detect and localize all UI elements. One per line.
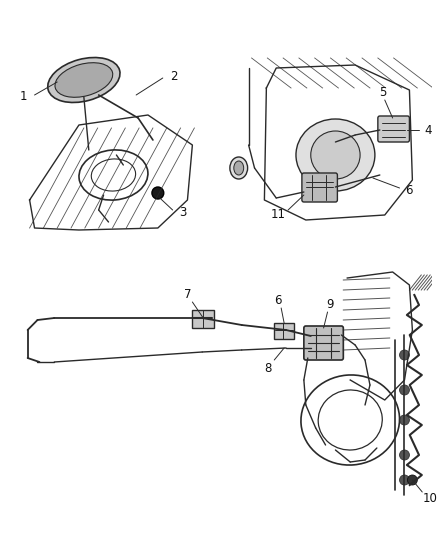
Circle shape	[152, 187, 164, 199]
Ellipse shape	[234, 161, 244, 175]
Circle shape	[399, 350, 410, 360]
Ellipse shape	[48, 58, 120, 102]
Ellipse shape	[311, 131, 360, 179]
Text: 7: 7	[184, 288, 191, 302]
Circle shape	[399, 415, 410, 425]
Text: 5: 5	[379, 85, 386, 99]
Ellipse shape	[55, 63, 113, 98]
FancyBboxPatch shape	[192, 310, 214, 328]
Ellipse shape	[296, 119, 375, 191]
Text: 3: 3	[179, 206, 186, 220]
FancyBboxPatch shape	[378, 116, 410, 142]
Text: 6: 6	[405, 183, 412, 197]
Circle shape	[399, 385, 410, 395]
Text: 9: 9	[326, 298, 333, 311]
FancyBboxPatch shape	[302, 173, 337, 202]
Ellipse shape	[230, 157, 247, 179]
Text: 6: 6	[275, 295, 282, 308]
Text: 11: 11	[271, 208, 286, 222]
Circle shape	[399, 450, 410, 460]
Text: 2: 2	[170, 69, 177, 83]
Text: 4: 4	[424, 124, 432, 136]
FancyBboxPatch shape	[274, 323, 294, 339]
Circle shape	[407, 475, 417, 485]
Text: 10: 10	[423, 491, 438, 505]
FancyBboxPatch shape	[304, 326, 343, 360]
Text: 8: 8	[265, 361, 272, 375]
Circle shape	[399, 475, 410, 485]
Text: 1: 1	[20, 90, 28, 102]
